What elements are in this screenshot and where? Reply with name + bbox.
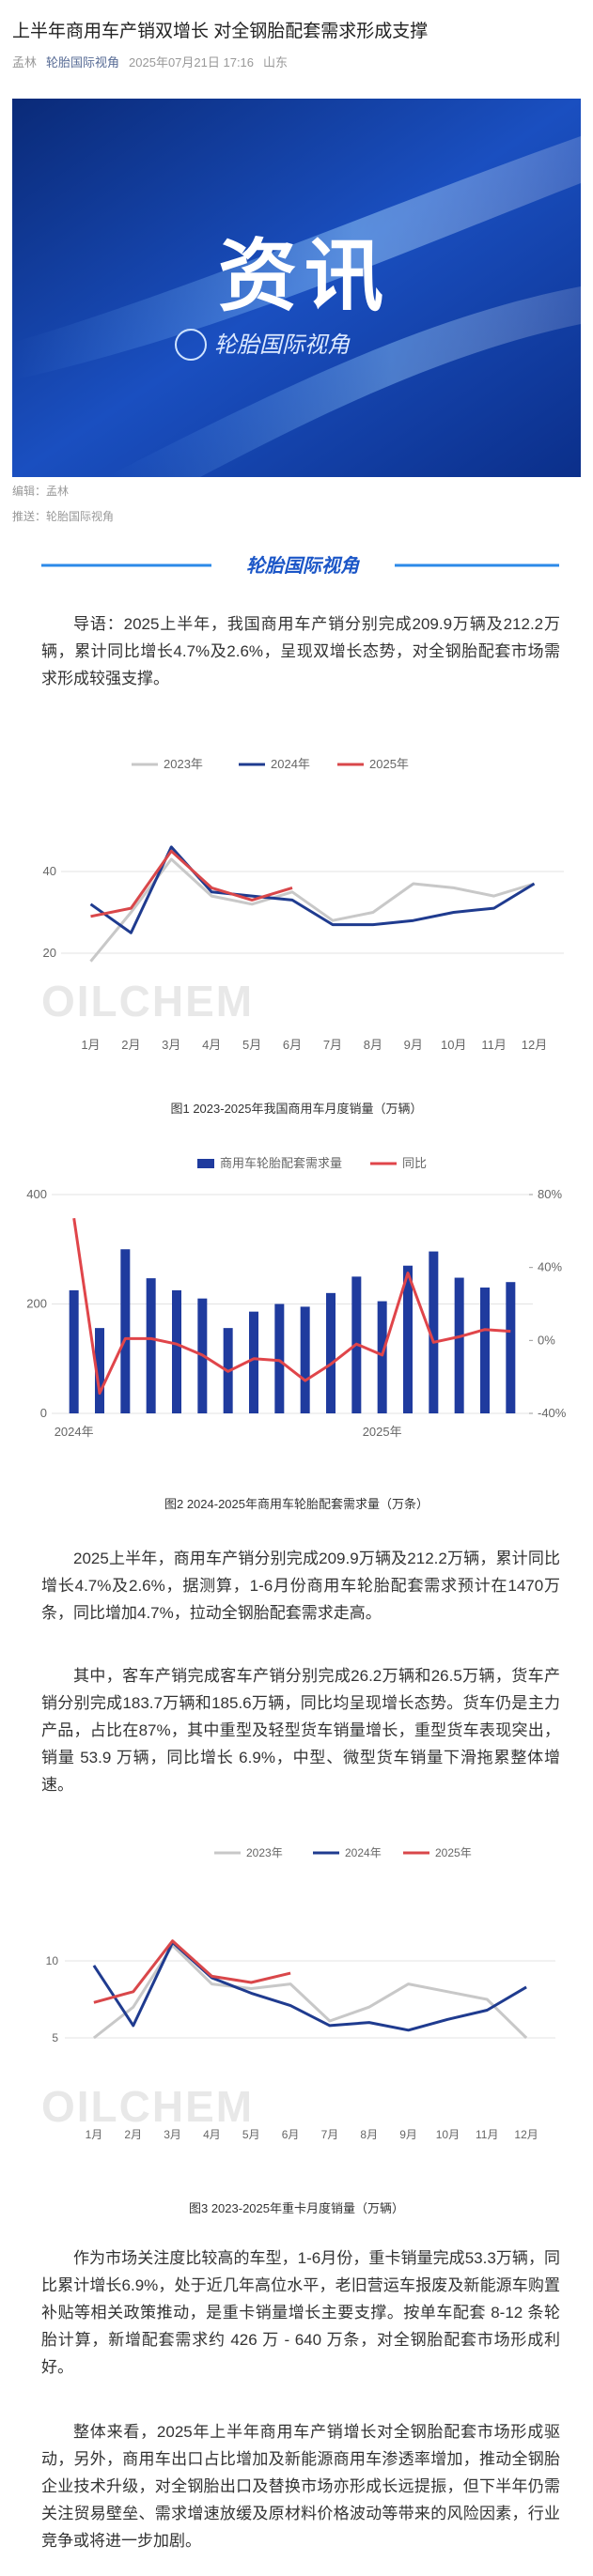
x-tick-label: 11月 (481, 1038, 507, 1052)
legend-label: 商用车轮胎配套需求量 (220, 1156, 342, 1170)
legend-label: 2024年 (345, 1846, 382, 1859)
x-tick-label: 10月 (436, 2128, 460, 2141)
bar (480, 1288, 490, 1413)
x-tick-label: 2025年 (363, 1425, 402, 1439)
y-tick-label: 200 (26, 1297, 47, 1311)
bar (403, 1265, 413, 1413)
x-tick-label: 10月 (441, 1038, 466, 1052)
bar (172, 1289, 181, 1413)
bar (454, 1277, 464, 1413)
x-tick-label: 2024年 (55, 1425, 94, 1439)
y-tick-label: 5 (52, 2031, 58, 2044)
x-tick-label: 7月 (323, 1038, 342, 1052)
x-tick-label: 7月 (321, 2128, 339, 2141)
paragraph: 2025上半年，商用车产销分别完成209.9万辆及212.2万辆，累计同比增长4… (41, 1550, 560, 1622)
legend-label: 同比 (402, 1156, 427, 1170)
series-line (90, 849, 293, 918)
legend-label: 2024年 (271, 757, 310, 771)
account-link[interactable]: 轮胎国际视角 (46, 55, 120, 69)
location: 山东 (263, 55, 289, 69)
y-tick-label: 400 (26, 1187, 47, 1201)
x-tick-label: 4月 (202, 1038, 221, 1052)
swoosh (12, 136, 581, 380)
meta: 孟林 轮胎国际视角 2025年07月21日 17:16 山东 (12, 53, 297, 70)
chart: OILCHEM 20 40 1月 2月 3月 4月 5月 6月 7月 8月 9月 10月 11月 12月 20… (41, 757, 564, 1052)
bar (95, 1328, 104, 1413)
x-tick-label: 5月 (242, 1038, 261, 1052)
x-tick-label: 8月 (364, 1038, 382, 1052)
bar (326, 1292, 336, 1413)
y2-tick-label: 40% (538, 1260, 562, 1274)
series-line (93, 1939, 291, 2004)
paragraph: 作为市场关注度比较高的车型，1-6月份，重卡销量完成53.3万辆，同比累计增长6… (41, 2249, 560, 2376)
legend-label: 2025年 (369, 757, 409, 771)
y2-tick-label: 80% (538, 1187, 562, 1201)
x-tick-label: 2月 (121, 1038, 140, 1052)
logo-icon (175, 329, 207, 361)
y2-tick-label: 0% (538, 1333, 555, 1347)
y2-tick-label: -40% (538, 1406, 567, 1420)
bar (274, 1303, 285, 1413)
legend-label: 2023年 (164, 757, 203, 771)
series-line (92, 1940, 527, 2032)
x-tick-label: 8月 (360, 2128, 378, 2141)
x-tick-label: 4月 (203, 2128, 221, 2141)
legend-label: 2025年 (435, 1846, 472, 1859)
series-line (72, 1217, 511, 1396)
chart: 0 200 400 -40% 0% 40% 80% 2024年 2025年 商用车轮胎配套需求量 同… (26, 1156, 567, 1439)
caption: 图2 2024-2025年商用车轮胎配套需求量（万条） (164, 1497, 429, 1511)
paragraph: 其中，客车产销完成客车产销分别完成26.2万辆和26.5万辆，货车产销分别完成1… (41, 1667, 560, 1794)
author: 孟林 (12, 55, 38, 69)
datetime: 2025年07月21日 17:16 (129, 55, 255, 69)
swoosh (106, 286, 581, 477)
caption: 图1 2023-2025年我国商用车月度销量（万辆） (170, 1102, 423, 1116)
x-tick-label: 6月 (283, 1038, 302, 1052)
watermark: OILCHEM (41, 977, 254, 1026)
bar (377, 1301, 387, 1413)
x-tick-label: 3月 (162, 1038, 180, 1052)
x-tick-label: 11月 (476, 2128, 498, 2141)
bar (120, 1249, 131, 1413)
paragraph: 导语：2025上半年，我国商用车产销分别完成209.9万辆及212.2万辆，累计… (41, 615, 560, 687)
x-tick-label: 12月 (514, 2128, 538, 2141)
bar (429, 1251, 439, 1413)
publisher: 推送：轮胎国际视角 (12, 510, 115, 523)
legend-label: 2023年 (246, 1846, 283, 1859)
x-tick-label: 1月 (86, 2128, 103, 2141)
chart: OILCHEM 5 10 1月 2月 3月 4月 5月 6月 7月 8月 9月 10月 11月 12月 202… (41, 1846, 555, 2141)
article-title: 上半年商用车产销双增长 对全钢胎配套需求形成支撑 (12, 22, 429, 41)
bar (146, 1278, 156, 1413)
x-tick-label: 1月 (81, 1038, 100, 1052)
section-header: 轮胎国际视角 (41, 555, 559, 577)
bar (300, 1306, 310, 1413)
paragraph: 整体来看，2025年上半年商用车产销增长对全钢胎配套市场形成驱动，另外，商用车出… (41, 2423, 560, 2550)
x-tick-label: 5月 (242, 2128, 260, 2141)
editor: 编辑：孟林 (12, 485, 70, 498)
bar (69, 1289, 79, 1413)
series-line (89, 857, 535, 963)
banner-title: 资讯 (218, 232, 391, 320)
y-tick-label: 0 (40, 1406, 47, 1420)
y-tick-label: 40 (43, 864, 56, 878)
banner-logo: 轮胎国际视角 (214, 332, 351, 358)
x-tick-label: 2月 (124, 2128, 142, 2141)
banner: 资讯 轮胎国际视角 (12, 99, 581, 477)
x-tick-label: 3月 (164, 2128, 181, 2141)
caption: 图3 2023-2025年重卡月度销量（万辆） (188, 2201, 404, 2215)
x-tick-label: 9月 (399, 2128, 417, 2141)
legend-swatch (197, 1159, 214, 1168)
x-tick-label: 12月 (522, 1038, 547, 1052)
x-tick-label: 6月 (282, 2128, 300, 2141)
bar (506, 1282, 516, 1413)
watermark: OILCHEM (41, 2082, 254, 2131)
bar (249, 1311, 258, 1413)
y-tick-label: 10 (46, 1954, 59, 1967)
x-tick-label: 9月 (404, 1038, 423, 1052)
y-tick-label: 20 (43, 946, 56, 960)
section-title: 轮胎国际视角 (246, 555, 361, 577)
